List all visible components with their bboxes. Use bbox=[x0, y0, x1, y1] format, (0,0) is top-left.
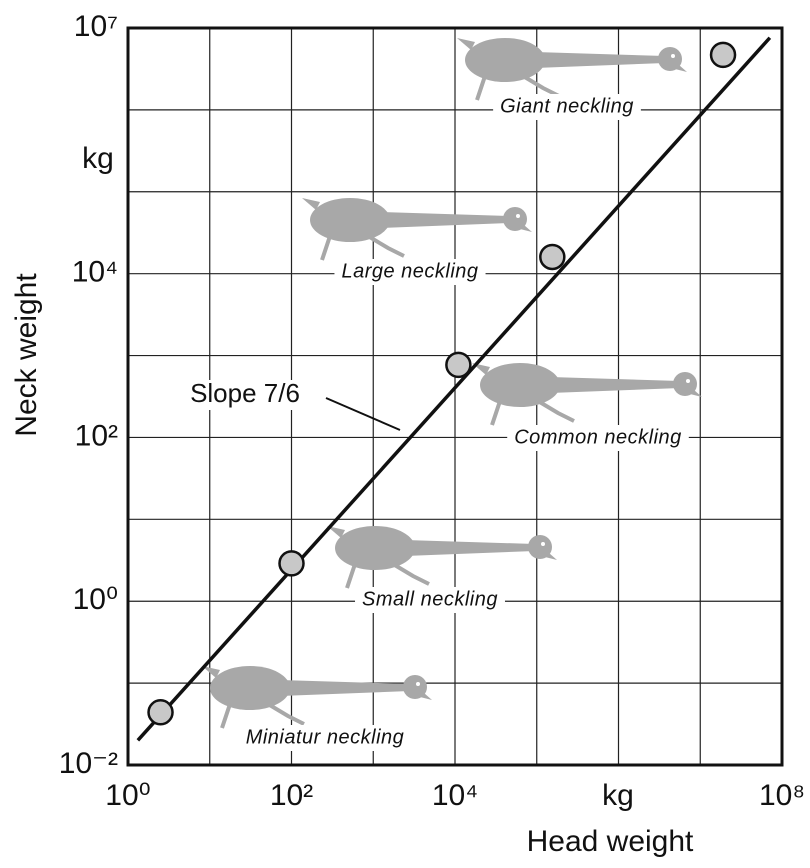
eye bbox=[416, 682, 420, 686]
x-tick-label: 10² bbox=[270, 779, 313, 812]
leg bbox=[391, 562, 430, 586]
leg bbox=[345, 563, 357, 589]
neck bbox=[535, 52, 665, 68]
body bbox=[480, 363, 560, 407]
y-axis-title: Neck weight bbox=[10, 273, 43, 437]
eye bbox=[686, 379, 690, 383]
head bbox=[658, 47, 682, 71]
label-bg bbox=[238, 725, 412, 751]
leader-line bbox=[325, 397, 401, 431]
neckling-icon bbox=[327, 526, 557, 589]
x-axis-title: Head weight bbox=[527, 825, 694, 858]
point bbox=[709, 41, 737, 69]
fit-line bbox=[136, 36, 772, 742]
leg bbox=[490, 400, 502, 426]
beak bbox=[545, 553, 557, 560]
eye bbox=[671, 54, 675, 58]
x-tick-label: 10⁰ bbox=[105, 779, 150, 812]
neck bbox=[405, 540, 535, 556]
neckling-icon bbox=[202, 666, 432, 729]
leg bbox=[536, 399, 575, 423]
point-label: Miniatur neckling bbox=[246, 726, 405, 748]
y-tick-label: 10² bbox=[75, 419, 118, 452]
y-tick-label: 10⁴ bbox=[72, 256, 118, 289]
eye bbox=[541, 542, 545, 546]
point-label: Giant neckling bbox=[500, 95, 634, 117]
head bbox=[503, 207, 527, 231]
label-bg bbox=[186, 380, 304, 410]
head bbox=[528, 535, 552, 559]
neckling-icon bbox=[457, 38, 687, 101]
tail bbox=[457, 38, 475, 50]
head bbox=[673, 372, 697, 396]
tail bbox=[202, 666, 220, 678]
point-label: Large neckling bbox=[341, 260, 478, 282]
slope-label: Slope 7/6 bbox=[190, 378, 300, 408]
y-tick-label: 10⁻² bbox=[59, 747, 118, 780]
neckling-icon bbox=[302, 198, 532, 261]
x-tick-label: 10⁴ bbox=[432, 779, 478, 812]
leg bbox=[266, 702, 305, 726]
label-bg bbox=[493, 94, 641, 120]
label-bg bbox=[334, 259, 486, 285]
head bbox=[403, 675, 427, 699]
leg bbox=[521, 74, 560, 98]
beak bbox=[675, 65, 687, 72]
leg bbox=[366, 234, 405, 258]
body bbox=[335, 526, 415, 570]
eye bbox=[516, 214, 520, 218]
x-unit: kg bbox=[602, 779, 634, 812]
neck bbox=[380, 212, 510, 228]
plot-frame bbox=[126, 26, 784, 767]
y-tick-label: 10⁰ bbox=[73, 583, 118, 616]
body bbox=[465, 38, 545, 82]
tail bbox=[327, 526, 345, 538]
neck bbox=[280, 680, 410, 696]
neckling-icon bbox=[472, 363, 702, 426]
label-bg bbox=[507, 425, 689, 451]
point-label: Common neckling bbox=[514, 426, 682, 448]
point bbox=[278, 550, 305, 577]
leg bbox=[220, 703, 232, 729]
y-unit: kg bbox=[82, 142, 114, 175]
label-bg bbox=[355, 587, 505, 613]
y-tick-label: 10⁷ bbox=[74, 10, 118, 43]
body bbox=[310, 198, 390, 242]
leg bbox=[320, 235, 332, 261]
point bbox=[539, 243, 566, 271]
beak bbox=[420, 693, 432, 700]
body bbox=[210, 666, 290, 710]
beak bbox=[690, 390, 702, 397]
x-tick-label: 10⁸ bbox=[759, 779, 805, 812]
beak bbox=[520, 225, 532, 232]
point bbox=[147, 699, 174, 726]
neck bbox=[550, 377, 680, 393]
point bbox=[445, 351, 472, 379]
point-label: Small neckling bbox=[362, 588, 498, 610]
leg bbox=[475, 75, 487, 101]
tail bbox=[302, 198, 320, 210]
